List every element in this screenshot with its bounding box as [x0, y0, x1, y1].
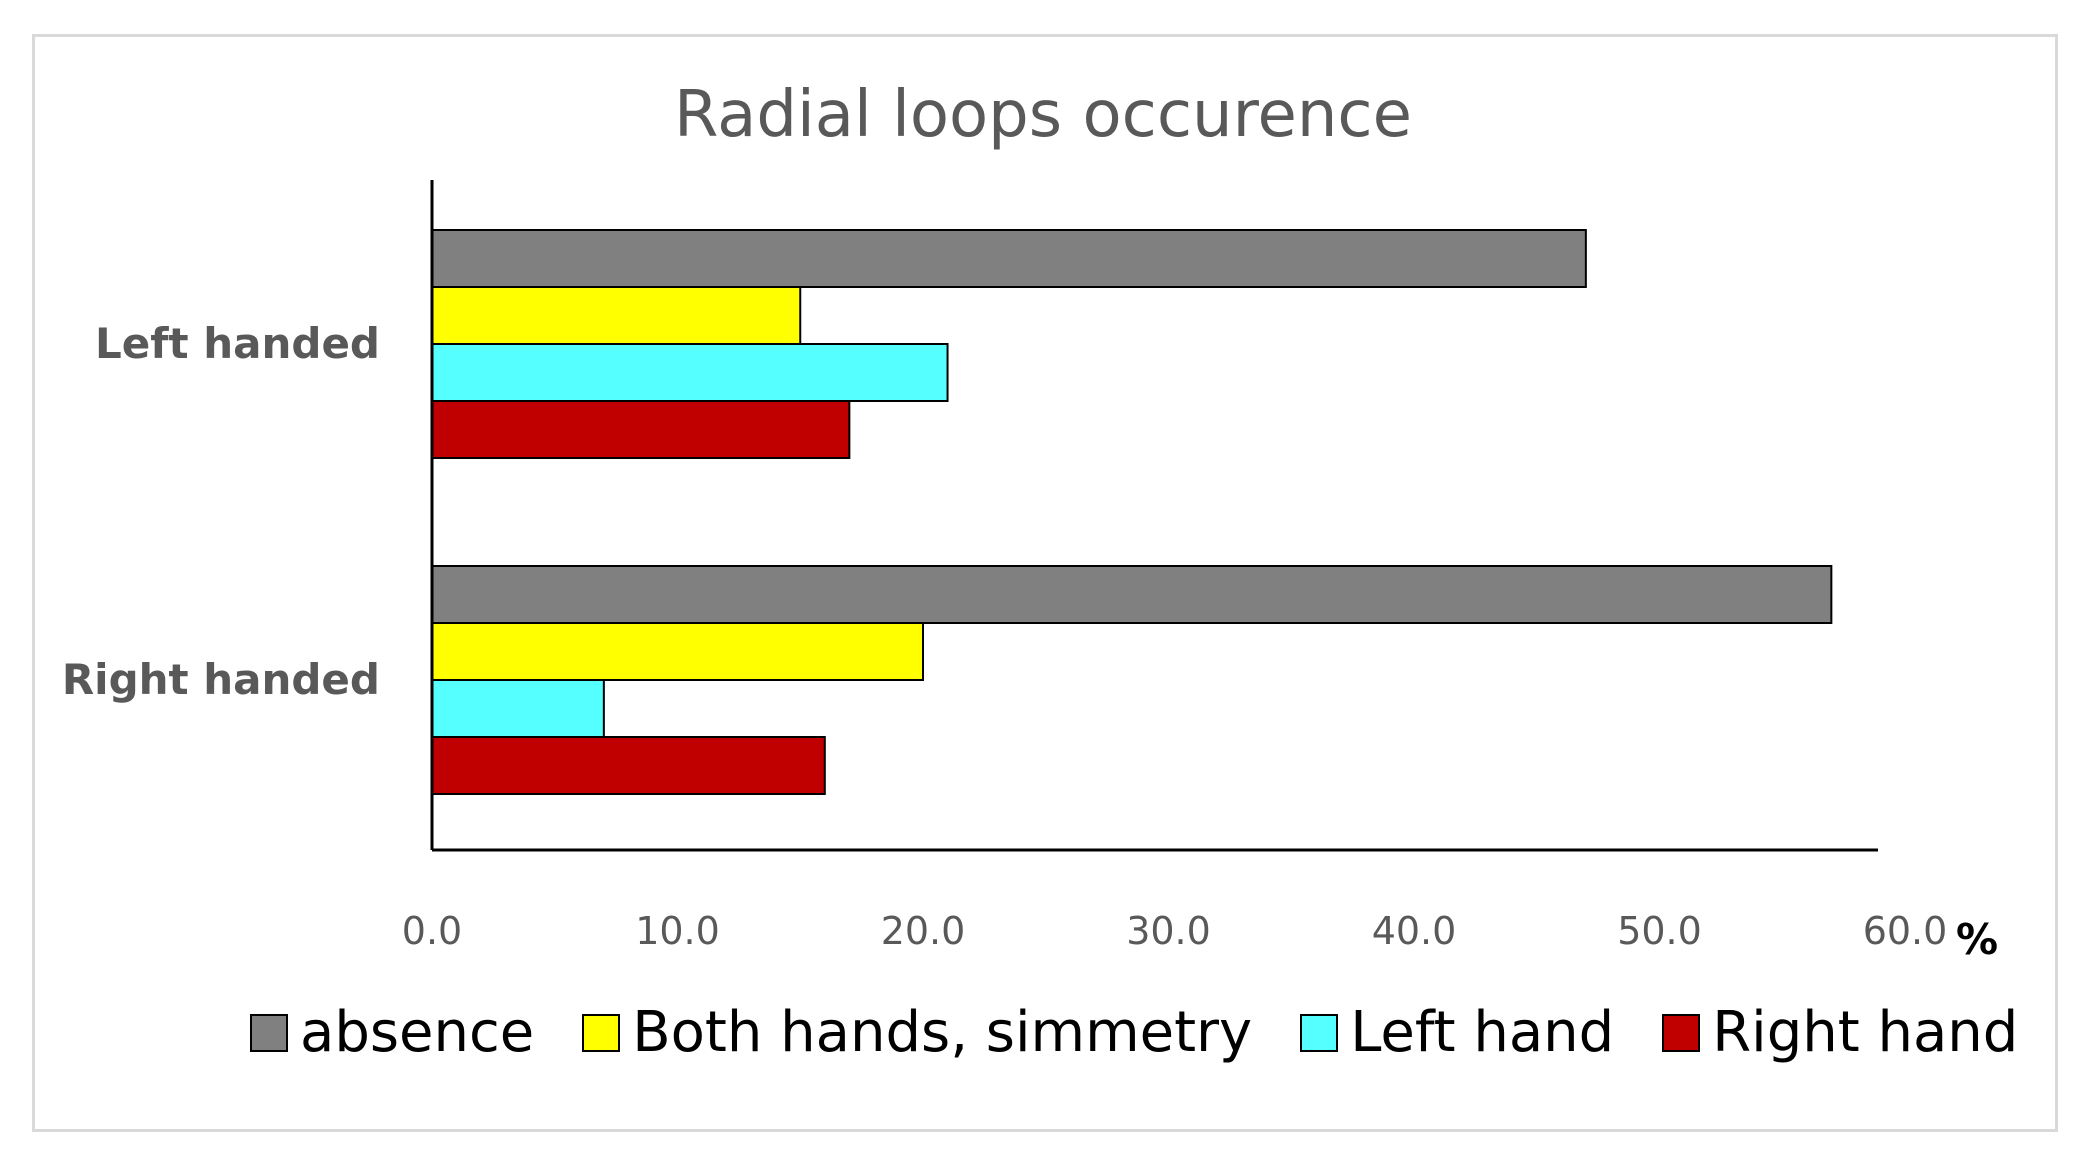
x-tick-label: 20.0	[881, 909, 966, 953]
x-tick-label: 10.0	[635, 909, 720, 953]
bar-left-handed-left-hand	[431, 343, 949, 402]
chart-title: Radial loops occurence	[674, 78, 1412, 152]
x-tick-label: 0.0	[402, 909, 462, 953]
category-label-right-handed: Right handed	[62, 655, 380, 704]
legend-label-absence: absence	[300, 1000, 535, 1065]
bar-right-handed-both-hands	[431, 622, 924, 681]
bar-right-handed-absence	[431, 565, 1833, 624]
legend-swatch-left-hand	[1300, 1013, 1339, 1052]
legend-label-both-hands: Both hands, simmetry	[632, 1000, 1253, 1065]
legend-label-left-hand: Left hand	[1350, 1000, 1615, 1065]
legend-item-right-hand: Right hand	[1662, 1000, 2018, 1065]
x-tick-label: 60.0	[1863, 909, 1948, 953]
bar-right-handed-left-hand	[431, 679, 605, 738]
legend-item-both-hands: Both hands, simmetry	[582, 1000, 1252, 1065]
x-tick-label: 30.0	[1126, 909, 1211, 953]
bar-left-handed-both-hands	[431, 286, 802, 345]
legend-item-absence: absence	[250, 1000, 534, 1065]
legend-swatch-right-hand	[1662, 1013, 1701, 1052]
legend-swatch-both-hands	[582, 1013, 621, 1052]
bar-left-handed-absence	[431, 229, 1587, 288]
bar-left-handed-right-hand	[431, 400, 851, 459]
bar-right-handed-right-hand	[431, 736, 826, 795]
x-tick-label: 40.0	[1372, 909, 1457, 953]
x-tick-label: 50.0	[1617, 909, 1702, 953]
legend-swatch-absence	[250, 1013, 288, 1052]
legend-item-left-hand: Left hand	[1300, 1000, 1614, 1065]
legend-label-right-hand: Right hand	[1712, 1000, 2019, 1065]
legend: absence Both hands, simmetry Left hand R…	[250, 1000, 2018, 1065]
category-label-left-handed: Left handed	[95, 319, 380, 368]
x-axis-unit: %	[1956, 915, 1998, 964]
